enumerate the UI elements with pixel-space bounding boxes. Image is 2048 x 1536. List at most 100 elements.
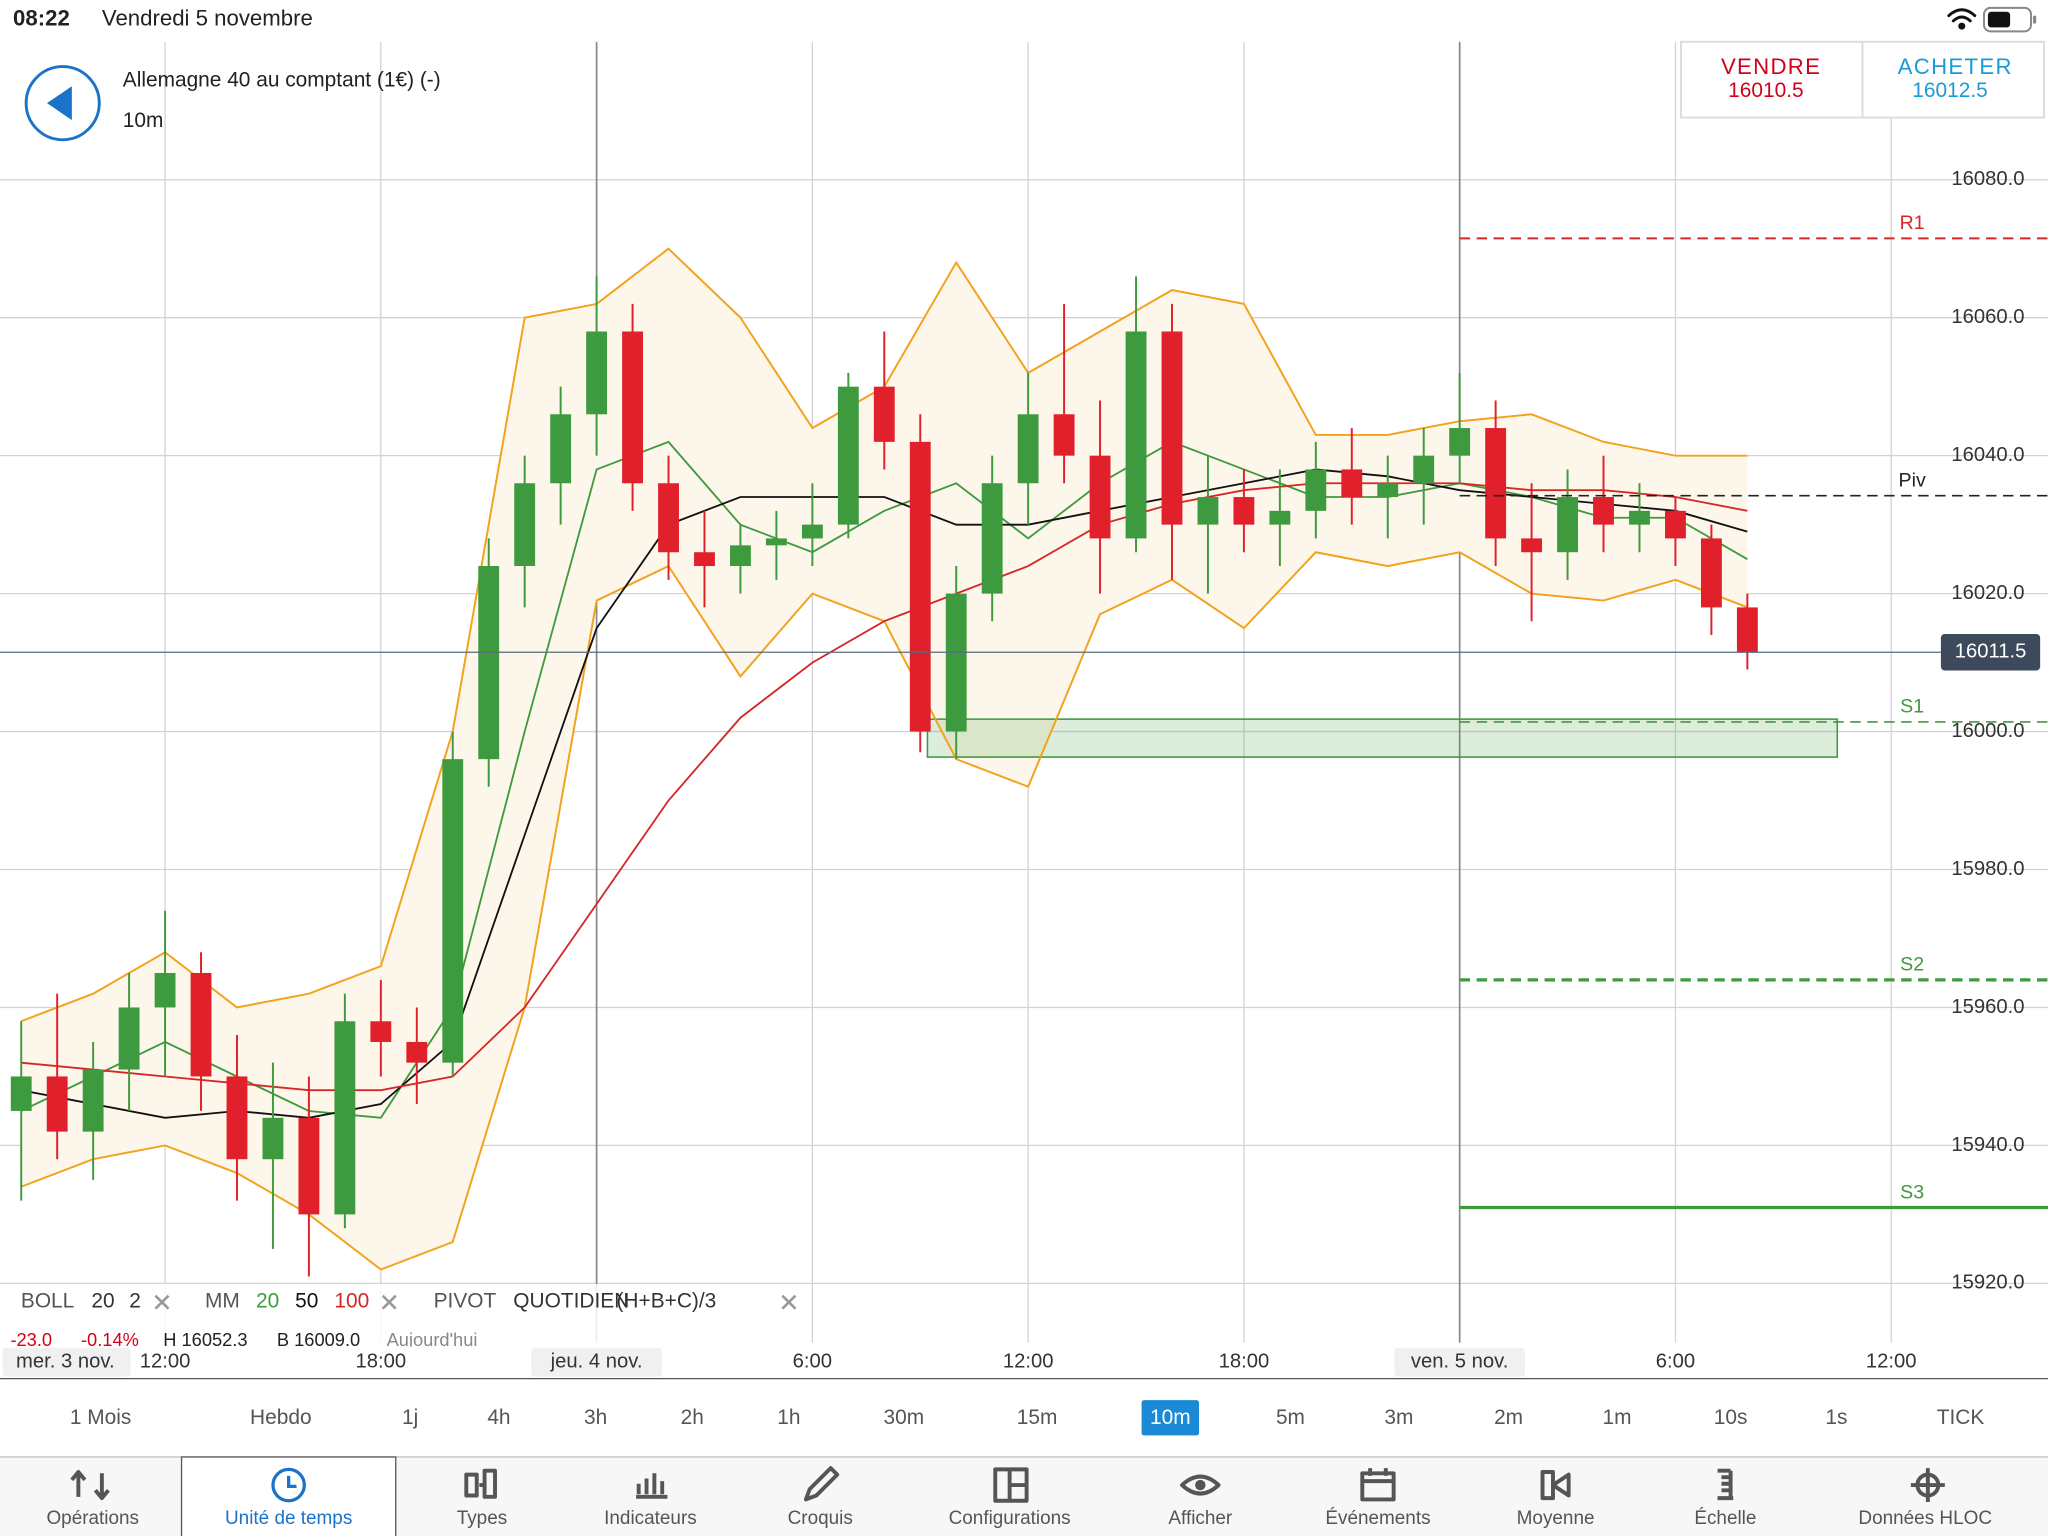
tab-item[interactable]: Événements xyxy=(1325,1468,1431,1529)
timeframe-option[interactable]: 1m xyxy=(1602,1406,1631,1429)
buy-button[interactable]: ACHETER 16012.5 xyxy=(1861,40,2046,119)
tab-label: Croquis xyxy=(788,1508,853,1529)
timeframe-option[interactable]: 1h xyxy=(777,1406,800,1429)
stat-change-pct: -0.14% xyxy=(81,1329,139,1350)
candle-body xyxy=(981,483,1003,594)
tab-item[interactable]: Données HLOC xyxy=(1858,1468,1992,1529)
status-time: 08:22 xyxy=(13,5,70,30)
tab-item[interactable]: Échelle xyxy=(1694,1468,1756,1529)
remove-boll[interactable] xyxy=(154,1294,170,1310)
candle-body xyxy=(478,566,500,760)
tab-label: Indicateurs xyxy=(604,1508,697,1529)
remove-pivot[interactable] xyxy=(781,1294,797,1310)
y-tick-label: 16080.0 xyxy=(1951,168,2024,190)
candle-body xyxy=(622,331,643,484)
timeframe-option[interactable]: 5m xyxy=(1276,1406,1305,1429)
start-date-label: mer. 3 nov. xyxy=(16,1351,115,1373)
y-tick-label: 16060.0 xyxy=(1951,306,2024,328)
tab-icon-ring xyxy=(1915,1472,1941,1498)
tab-icon xyxy=(1180,1474,1221,1496)
candle-body xyxy=(118,1007,140,1070)
date-label-background xyxy=(531,1347,662,1377)
candle-body xyxy=(1161,331,1183,525)
pivot-label: Piv xyxy=(1899,469,1926,491)
tab-icon-pupil xyxy=(1195,1479,1206,1491)
x-tick-label: 12:00 xyxy=(1003,1351,1054,1373)
candle-body xyxy=(837,386,859,525)
x-tick-label: 12:00 xyxy=(1866,1351,1917,1373)
wifi-icon xyxy=(1947,8,1977,30)
timeframe-option[interactable]: 15m xyxy=(1017,1406,1058,1429)
tab-item[interactable]: Indicateurs xyxy=(604,1473,697,1529)
tab-icon xyxy=(1717,1468,1734,1501)
candle-body xyxy=(945,593,967,732)
pivot-label: S2 xyxy=(1900,954,1924,976)
tab-icon xyxy=(1360,1468,1396,1502)
back-button[interactable] xyxy=(24,65,101,142)
timeframe-label: 1s xyxy=(1825,1406,1847,1429)
candle-body xyxy=(1017,414,1039,484)
plot-area xyxy=(0,41,2048,1343)
last-price-label: 16011.5 xyxy=(1955,641,2027,663)
instrument-name: Allemagne 40 au comptant (1€) (-) xyxy=(123,68,441,91)
tab-item[interactable]: Moyenne xyxy=(1517,1470,1595,1529)
y-tick-label: 15960.0 xyxy=(1951,996,2024,1018)
tab-item[interactable]: Types xyxy=(457,1468,507,1529)
timeframe-option[interactable]: 2h xyxy=(681,1406,704,1429)
x-axis-background xyxy=(0,1346,2048,1378)
timeframe-option[interactable]: 1s xyxy=(1825,1406,1847,1429)
timeframe-option[interactable]: TICK xyxy=(1937,1406,1985,1429)
candle-body xyxy=(1700,538,1722,608)
candle-body xyxy=(1269,510,1291,525)
timeframe-option[interactable]: 10s xyxy=(1714,1406,1748,1429)
candle-body xyxy=(154,972,176,1008)
tab-label: Opérations xyxy=(46,1508,139,1529)
tab-icon xyxy=(1540,1470,1571,1501)
candle-body xyxy=(226,1076,248,1160)
candle-body xyxy=(1197,497,1219,525)
x-tick-label: 18:00 xyxy=(1219,1351,1270,1373)
tab-item[interactable]: Afficher xyxy=(1168,1474,1232,1529)
candle-body xyxy=(730,545,751,567)
timeframe-option[interactable]: 10m xyxy=(1141,1400,1200,1436)
timeframe-option[interactable]: 4h xyxy=(487,1406,510,1429)
x-tick-label: 6:00 xyxy=(1656,1351,1695,1373)
timeframe-option[interactable]: 1j xyxy=(402,1406,418,1429)
timeframe-option[interactable]: 30m xyxy=(884,1406,925,1429)
remove-mm[interactable] xyxy=(381,1294,397,1310)
tab-item[interactable]: Croquis xyxy=(788,1466,853,1529)
date-label-background xyxy=(1394,1347,1525,1377)
candle-body xyxy=(1305,469,1327,511)
timeframe-option[interactable]: 3m xyxy=(1384,1406,1413,1429)
sell-button[interactable]: VENDRE 16010.5 xyxy=(1679,40,1864,119)
buy-label: ACHETER xyxy=(1898,54,2013,79)
pivot-label: S3 xyxy=(1900,1181,1924,1203)
tab-item[interactable]: Opérations xyxy=(46,1470,139,1529)
sell-price: 16010.5 xyxy=(1728,79,1803,102)
buy-price: 16012.5 xyxy=(1912,79,1987,102)
stat-high: H 16052.3 xyxy=(163,1329,247,1350)
timeframe-label: 10m xyxy=(1150,1406,1191,1429)
candle-body xyxy=(765,538,787,546)
timeframe-label: 1h xyxy=(777,1406,800,1429)
timeframe-label: 15m xyxy=(1017,1406,1058,1429)
candle-body xyxy=(586,331,608,415)
y-tick-label: 15980.0 xyxy=(1951,858,2024,880)
x-tick-label: 12:00 xyxy=(140,1351,191,1373)
y-tick-label: 16000.0 xyxy=(1951,720,2024,742)
timeframe-option[interactable]: Hebdo xyxy=(250,1406,312,1429)
x-tick-label: jeu. 4 nov. xyxy=(550,1351,643,1373)
tab-icon xyxy=(636,1473,668,1499)
candle-body xyxy=(1125,331,1147,539)
timeframe-option[interactable]: 3h xyxy=(584,1406,607,1429)
tab-item[interactable]: Unité de temps xyxy=(180,1456,397,1536)
tab-label: Unité de temps xyxy=(225,1508,352,1529)
candle-body xyxy=(1341,469,1363,498)
candle-body xyxy=(1557,497,1578,553)
timeframe-selected-background xyxy=(1141,1400,1200,1436)
timeframe-option[interactable]: 2m xyxy=(1494,1406,1523,1429)
candle-body xyxy=(1089,455,1111,539)
tab-item[interactable]: Configurations xyxy=(949,1467,1071,1529)
timeframe-option[interactable]: 1 Mois xyxy=(70,1406,131,1429)
